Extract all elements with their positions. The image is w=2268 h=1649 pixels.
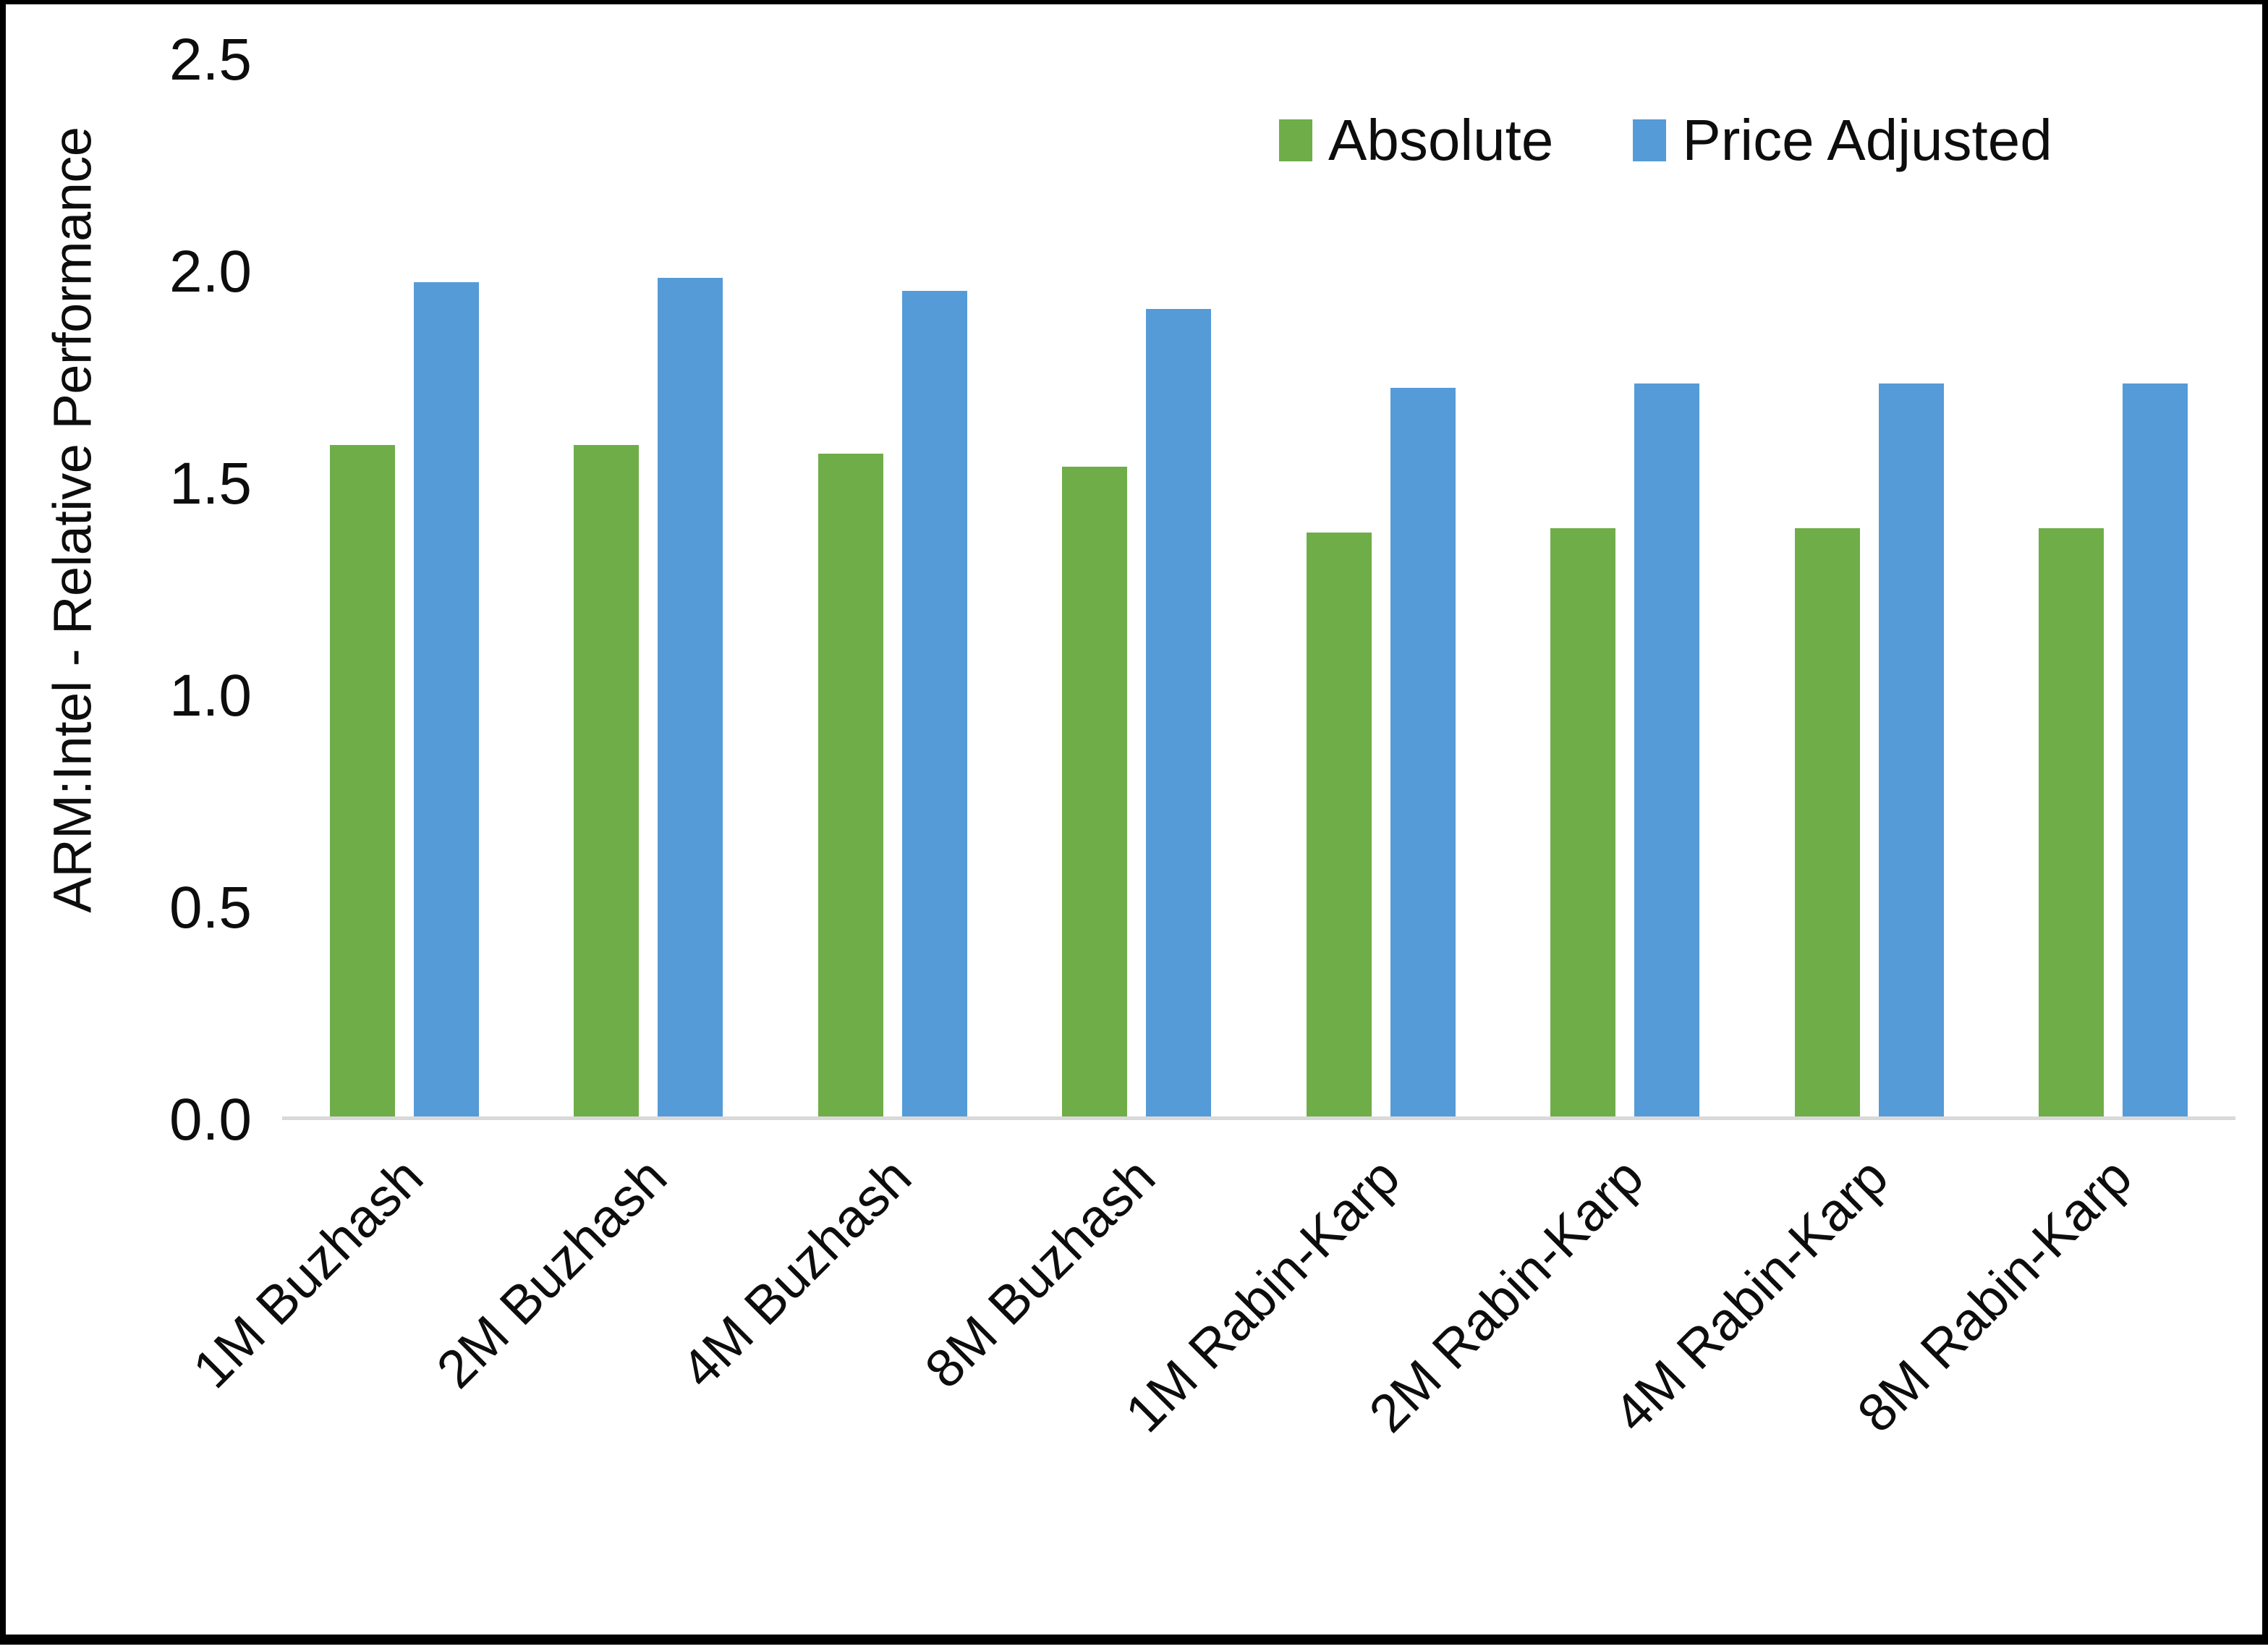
legend-item-price-adjusted[interactable]: Price Adjusted [1633, 111, 2052, 169]
bar-group [1748, 19, 1991, 1116]
bar-absolute[interactable] [329, 444, 395, 1116]
bar-adjusted[interactable] [1390, 387, 1456, 1116]
bar-absolute[interactable] [2039, 527, 2105, 1116]
x-tick-slot: 8M Rabin-Karp [1846, 1133, 2235, 1596]
y-axis-title: ARM:Intel - Relative Performance [42, 127, 103, 913]
plot-area [282, 19, 2235, 1120]
bar-adjusted[interactable] [901, 291, 967, 1116]
bar-adjusted[interactable] [2123, 383, 2188, 1116]
y-tick-label: 2.5 [169, 27, 252, 93]
bar-absolute[interactable] [817, 453, 883, 1116]
y-tick-label: 1.5 [169, 451, 252, 517]
legend-item-absolute[interactable]: Absolute [1279, 111, 1553, 169]
bar-group [527, 19, 770, 1116]
bar-absolute[interactable] [1794, 527, 1860, 1116]
bar-adjusted[interactable] [1634, 383, 1700, 1116]
bar-group [1503, 19, 1746, 1116]
green-square-swatch-icon [1279, 119, 1312, 161]
bar-group [1260, 19, 1503, 1116]
y-tick-label: 1.0 [169, 663, 252, 729]
bar-absolute[interactable] [1550, 527, 1616, 1116]
bar-group [283, 19, 526, 1116]
bar-adjusted[interactable] [1146, 308, 1212, 1116]
legend: Absolute Price Adjusted [1279, 111, 2052, 169]
legend-label: Price Adjusted [1682, 108, 2052, 172]
bar-adjusted[interactable] [658, 278, 723, 1116]
bar-absolute[interactable] [1306, 532, 1372, 1116]
bar-absolute[interactable] [1062, 466, 1128, 1116]
y-axis-tick-labels: 2.0 1.5 1.0 0.5 0.0 2.5 [114, 4, 252, 1649]
x-axis-baseline [282, 1116, 2235, 1120]
y-tick-label: 2.0 [169, 239, 252, 305]
bar-group [1992, 19, 2235, 1116]
bar-group [771, 19, 1014, 1116]
legend-label: Absolute [1328, 108, 1554, 172]
blue-square-swatch-icon [1633, 119, 1667, 161]
bars-layer [282, 19, 2235, 1116]
x-axis-tick-labels: 1M Buzhash 2M Buzhash 4M Buzhash 8M Buzh… [181, 1133, 2235, 1596]
y-tick-label: 0.0 [169, 1087, 252, 1153]
bar-adjusted[interactable] [1878, 383, 1944, 1116]
bar-absolute[interactable] [574, 444, 640, 1116]
y-tick-label: 0.5 [169, 875, 252, 941]
bar-adjusted[interactable] [413, 282, 479, 1116]
bar-group [1015, 19, 1258, 1116]
